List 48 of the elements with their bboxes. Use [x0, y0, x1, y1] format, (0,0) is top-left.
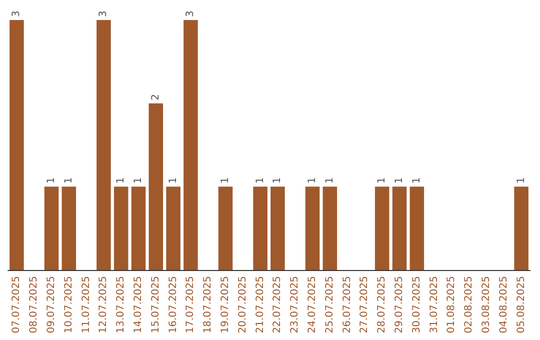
x-tick-label: 03.08.2025 — [481, 276, 492, 334]
data-label: 3 — [11, 10, 22, 17]
x-tick-label: 08.07.2025 — [28, 276, 40, 334]
x-tick-label: 16.07.2025 — [168, 276, 179, 334]
x-tick-label: 22.07.2025 — [272, 276, 284, 334]
x-tick-label: 09.07.2025 — [46, 276, 57, 334]
x-tick-label: 14.07.2025 — [133, 276, 144, 334]
x-tick-label: 26.07.2025 — [342, 276, 353, 334]
x-tick-label: 10.07.2025 — [63, 276, 74, 334]
x-tick-label: 18.07.2025 — [202, 276, 214, 334]
x-tick-label: 07.07.2025 — [11, 276, 22, 334]
data-label: 1 — [324, 177, 336, 184]
x-tick-label: 31.07.2025 — [428, 276, 440, 334]
x-tick-label: 11.07.2025 — [80, 276, 92, 334]
data-label: 1 — [411, 177, 422, 184]
x-tick-label: 19.07.2025 — [220, 276, 231, 334]
x-tick-label: 13.07.2025 — [116, 276, 127, 334]
data-label: 1 — [46, 177, 57, 184]
x-tick-label: 28.07.2025 — [376, 276, 388, 334]
x-tick-label: 01.08.2025 — [446, 276, 458, 334]
data-label: 1 — [168, 177, 179, 184]
data-label: 1 — [376, 177, 388, 184]
x-tick-label: 04.08.2025 — [498, 276, 510, 334]
data-label: 3 — [185, 10, 196, 17]
x-tick-label: 30.07.2025 — [411, 276, 422, 334]
x-tick-label: 17.07.2025 — [185, 276, 196, 334]
x-tick-label: 25.07.2025 — [324, 276, 336, 334]
data-label: 1 — [63, 177, 74, 184]
data-label: 1 — [116, 177, 127, 184]
data-label: 1 — [516, 177, 527, 184]
x-tick-label: 23.07.2025 — [290, 276, 301, 334]
data-label: 1 — [220, 177, 231, 184]
x-tick-label: 27.07.2025 — [359, 276, 370, 334]
x-tick-label: 02.08.2025 — [464, 276, 475, 334]
x-tick-label: 24.07.2025 — [307, 276, 318, 334]
x-tick-label: 20.07.2025 — [237, 276, 248, 334]
data-label: 1 — [307, 177, 318, 184]
x-tick-label: 15.07.2025 — [150, 276, 162, 334]
x-tick-label: 29.07.2025 — [394, 276, 405, 334]
data-label: 3 — [98, 10, 110, 17]
x-tick-label: 05.08.2025 — [516, 276, 527, 334]
data-label: 2 — [150, 94, 162, 100]
data-label: 1 — [133, 177, 144, 184]
x-tick-label: 21.07.2025 — [254, 276, 266, 334]
data-label: 1 — [254, 177, 266, 184]
data-label: 1 — [394, 177, 405, 184]
x-tick-label: 12.07.2025 — [98, 276, 110, 334]
data-label: 1 — [272, 177, 284, 184]
